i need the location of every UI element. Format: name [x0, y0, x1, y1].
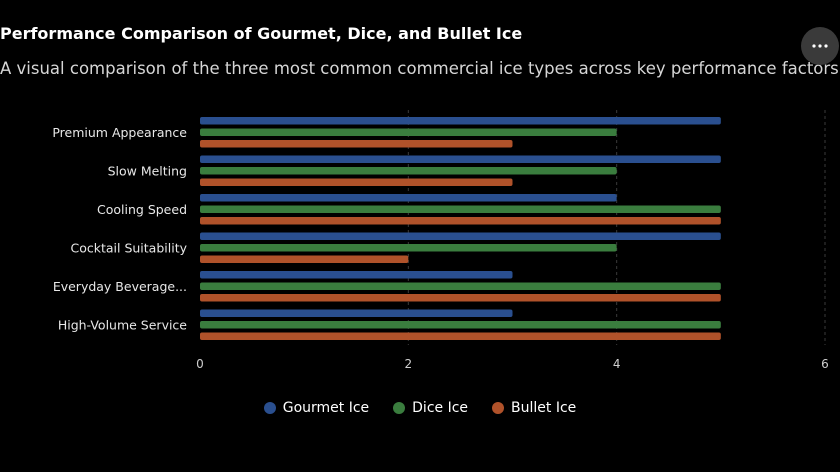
- bar: [200, 321, 721, 329]
- bar: [200, 271, 513, 279]
- y-category-label: Premium Appearance: [52, 125, 187, 140]
- legend-item[interactable]: Dice Ice: [393, 400, 468, 416]
- legend-swatch: [492, 402, 505, 414]
- chart-title: Performance Comparison of Gourmet, Dice,…: [0, 24, 523, 43]
- x-tick-label: 6: [821, 357, 829, 371]
- bar: [200, 128, 617, 136]
- bar: [200, 205, 721, 213]
- x-tick-label: 0: [196, 357, 204, 371]
- bar: [200, 167, 617, 175]
- legend-label: Gourmet Ice: [282, 400, 370, 416]
- x-tick-label: 4: [613, 357, 621, 371]
- chart-subtitle: A visual comparison of the three most co…: [0, 59, 840, 78]
- legend-item[interactable]: Bullet Ice: [492, 400, 576, 416]
- bar: [200, 244, 617, 252]
- bar: [200, 217, 721, 225]
- bar: [200, 117, 721, 125]
- bar: [200, 155, 721, 163]
- bar: [200, 178, 513, 186]
- y-category-label: Cocktail Suitability: [70, 241, 187, 256]
- legend-swatch: [263, 402, 276, 414]
- y-category-label: Cooling Speed: [97, 202, 187, 217]
- y-category-label: Everyday Beverage...: [53, 279, 187, 294]
- bar: [200, 232, 721, 240]
- bar: [200, 140, 513, 148]
- bar: [200, 332, 721, 340]
- bar: [200, 255, 409, 263]
- legend-label: Dice Ice: [412, 400, 469, 416]
- legend-label: Bullet Ice: [511, 400, 577, 416]
- bar: [200, 309, 513, 317]
- chart-legend: Gourmet Ice Dice Ice Bullet Ice: [0, 400, 840, 416]
- legend-item[interactable]: Gourmet Ice: [263, 400, 370, 416]
- legend-swatch: [393, 402, 406, 414]
- more-options-button[interactable]: [801, 27, 839, 65]
- y-category-label: High-Volume Service: [58, 318, 187, 333]
- x-tick-label: 2: [405, 357, 413, 371]
- bar: [200, 194, 617, 202]
- more-horizontal-icon: [812, 44, 828, 48]
- y-category-label: Slow Melting: [108, 164, 187, 179]
- bar: [200, 294, 721, 302]
- bar: [200, 282, 721, 290]
